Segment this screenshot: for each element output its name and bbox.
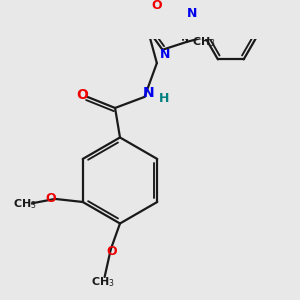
Text: O: O <box>106 245 117 258</box>
Text: O: O <box>46 192 56 205</box>
Text: CH$_3$: CH$_3$ <box>192 35 216 49</box>
Text: N: N <box>160 48 170 61</box>
Text: H: H <box>159 92 169 105</box>
Text: O: O <box>76 88 88 102</box>
Text: CH$_3$: CH$_3$ <box>13 197 37 211</box>
Text: CH$_3$: CH$_3$ <box>91 275 115 289</box>
Text: N: N <box>142 86 154 100</box>
Text: N: N <box>187 7 197 20</box>
Text: O: O <box>152 0 162 12</box>
